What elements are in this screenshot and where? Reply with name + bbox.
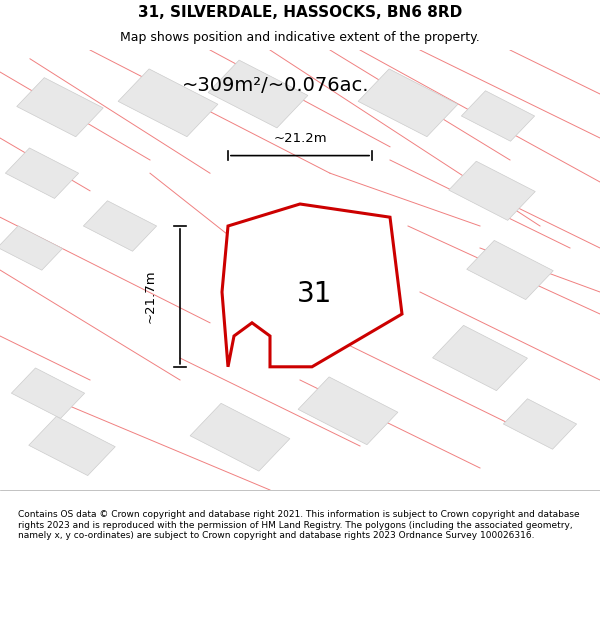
Polygon shape bbox=[222, 204, 402, 367]
Bar bbox=[5, 148, 79, 198]
Bar bbox=[248, 217, 352, 288]
Bar bbox=[503, 399, 577, 449]
Bar bbox=[433, 326, 527, 391]
Bar bbox=[467, 241, 553, 299]
Bar bbox=[358, 69, 458, 137]
Text: Contains OS data © Crown copyright and database right 2021. This information is : Contains OS data © Crown copyright and d… bbox=[18, 510, 580, 540]
Text: 31, SILVERDALE, HASSOCKS, BN6 8RD: 31, SILVERDALE, HASSOCKS, BN6 8RD bbox=[138, 5, 462, 20]
Bar bbox=[298, 377, 398, 444]
Bar bbox=[11, 368, 85, 418]
Bar bbox=[190, 403, 290, 471]
Bar bbox=[461, 91, 535, 141]
Bar bbox=[118, 69, 218, 137]
Bar bbox=[0, 226, 62, 270]
Text: ~309m²/~0.076ac.: ~309m²/~0.076ac. bbox=[182, 76, 370, 95]
Bar bbox=[83, 201, 157, 251]
Bar bbox=[449, 161, 535, 221]
Bar bbox=[208, 60, 308, 128]
Text: ~21.2m: ~21.2m bbox=[273, 131, 327, 144]
Text: ~21.7m: ~21.7m bbox=[143, 269, 157, 323]
Bar bbox=[17, 78, 103, 137]
Bar bbox=[29, 416, 115, 476]
Text: 31: 31 bbox=[298, 280, 332, 308]
Text: Map shows position and indicative extent of the property.: Map shows position and indicative extent… bbox=[120, 31, 480, 44]
